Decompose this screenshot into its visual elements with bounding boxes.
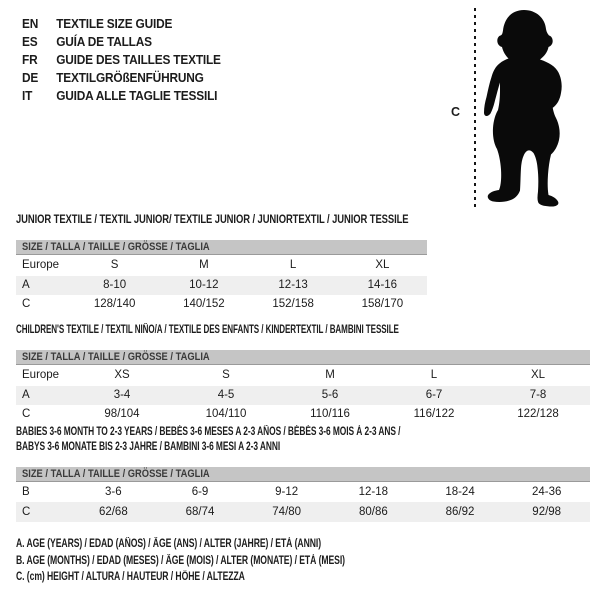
size-cell: 92/98 — [532, 506, 562, 518]
size-cell: 7-8 — [529, 389, 547, 401]
size-cell: 68/74 — [185, 506, 215, 518]
table-title-babies: BABIES 3-6 MONTH TO 2-3 YEARS / BEBÉS 3-… — [16, 425, 400, 455]
row-label: C — [22, 506, 31, 518]
table-title-line2: BABYS 3-6 MONATE BIS 2-3 JAHRE / BAMBINI… — [16, 441, 281, 453]
row-label: Europe — [22, 259, 60, 271]
size-table-row: C 128/140 140/152 152/158 158/170 — [16, 295, 427, 314]
size-cell: 10-12 — [189, 279, 219, 291]
size-cell: L — [430, 369, 438, 381]
language-code: EN — [22, 17, 39, 31]
language-row: ES GUÍA DE TALLAS — [22, 33, 221, 51]
row-label: C — [22, 298, 31, 310]
size-cell: 140/152 — [183, 298, 225, 310]
table-title-line1: BABIES 3-6 MONTH TO 2-3 YEARS / BEBÉS 3-… — [16, 426, 401, 438]
height-marker-label: C — [451, 105, 461, 119]
size-cell: 122/128 — [517, 408, 559, 420]
size-cell: 18-24 — [445, 486, 475, 498]
size-cell: 80/86 — [358, 506, 388, 518]
size-cell: 158/170 — [361, 298, 404, 310]
footnote-b: B. AGE (MONTHS) / EDAD (MESES) / ÂGE (MO… — [16, 554, 345, 567]
table-header-band: SIZE / TALLA / TAILLE / GRÖSSE / TAGLIA — [16, 240, 427, 255]
size-cell: 6-7 — [425, 389, 443, 401]
size-cell: 62/68 — [98, 506, 128, 518]
language-label: TEXTILGRÖßENFÜHRUNG — [56, 71, 204, 85]
footnote-a: A. AGE (YEARS) / EDAD (AÑOS) / ÂGE (ANS)… — [16, 538, 322, 550]
size-table-row: B 3-6 6-9 9-12 12-18 18-24 24-36 — [16, 482, 590, 502]
size-cell: 110/116 — [310, 408, 350, 420]
size-cell: 128/140 — [93, 298, 136, 310]
size-table-row: C 62/68 68/74 74/80 80/86 86/92 92/98 — [16, 502, 590, 522]
size-cell: 8-10 — [103, 279, 127, 291]
size-cell: 74/80 — [272, 506, 302, 518]
size-cell: L — [289, 259, 297, 271]
size-cell: M — [325, 369, 335, 381]
table-header-band-label: SIZE / TALLA / TAILLE / GRÖSSE / TAGLIA — [22, 241, 210, 253]
size-table-row: Europe S M L XL — [16, 255, 427, 276]
size-cell: 104/110 — [205, 408, 247, 420]
size-cell: 3-6 — [105, 486, 122, 498]
language-label: GUIDA ALLE TAGLIE TESSILI — [56, 89, 218, 103]
language-label: GUIDE DES TAILLES TEXTILE — [56, 53, 221, 67]
language-row: DE TEXTILGRÖßENFÜHRUNG — [22, 69, 221, 87]
language-row: EN TEXTILE SIZE GUIDE — [22, 15, 221, 33]
size-cell: 4-5 — [217, 389, 235, 401]
size-cell: XS — [114, 369, 130, 381]
size-cell: 9-12 — [275, 486, 299, 498]
size-table-children: SIZE / TALLA / TAILLE / GRÖSSE / TAGLIA … — [16, 350, 590, 424]
size-cell: 12-18 — [358, 486, 389, 498]
table-header-band: SIZE / TALLA / TAILLE / GRÖSSE / TAGLIA — [16, 350, 590, 365]
footnote-c: C. (cm) HEIGHT / ALTURA / HAUTEUR / HÖHE… — [16, 571, 245, 583]
size-cell: S — [110, 259, 119, 271]
table-title-junior: JUNIOR TEXTILE / TEXTIL JUNIOR/ TEXTILE … — [16, 214, 409, 226]
size-cell: XL — [375, 259, 390, 271]
toddler-silhouette-icon — [484, 10, 562, 207]
language-code: FR — [22, 53, 38, 67]
size-cell: XL — [530, 369, 546, 381]
size-cell: 5-6 — [321, 389, 339, 401]
size-table-row: C 98/104 104/110 110/116 116/122 122/128 — [16, 405, 590, 424]
language-code: IT — [22, 89, 33, 103]
height-marker-line — [474, 8, 476, 208]
language-row: IT GUIDA ALLE TAGLIE TESSILI — [22, 87, 221, 105]
table-title-children: CHILDREN'S TEXTILE / TEXTIL NIÑO/A / TEX… — [16, 324, 399, 336]
row-label: A — [22, 279, 30, 291]
size-cell: M — [199, 259, 209, 271]
language-code: DE — [22, 71, 39, 85]
size-cell: 86/92 — [445, 506, 475, 518]
row-label: C — [22, 408, 31, 420]
table-rows: Europe S M L XL A 8-10 10-12 12-13 14-16 C 128/140 1… — [16, 255, 427, 314]
row-label: A — [22, 389, 30, 401]
row-label: B — [22, 486, 30, 498]
language-list: EN TEXTILE SIZE GUIDE ES GUÍA DE TALLAS … — [22, 15, 231, 105]
size-table-junior: SIZE / TALLA / TAILLE / GRÖSSE / TAGLIA … — [16, 240, 427, 314]
size-cell: 116/122 — [413, 408, 455, 420]
size-table-row: A 3-4 4-5 5-6 6-7 7-8 — [16, 386, 590, 405]
size-cell: 98/104 — [104, 408, 140, 420]
size-cell: 14-16 — [367, 279, 398, 291]
size-table-row: A 8-10 10-12 12-13 14-16 — [16, 276, 427, 295]
language-row: FR GUIDE DES TAILLES TEXTILE — [22, 51, 221, 69]
language-label: TEXTILE SIZE GUIDE — [56, 17, 173, 31]
table-header-band-label: SIZE / TALLA / TAILLE / GRÖSSE / TAGLIA — [22, 351, 210, 363]
table-header-band-label: SIZE / TALLA / TAILLE / GRÖSSE / TAGLIA — [22, 468, 210, 480]
table-header-band: SIZE / TALLA / TAILLE / GRÖSSE / TAGLIA — [16, 467, 590, 482]
size-table-babies: SIZE / TALLA / TAILLE / GRÖSSE / TAGLIA … — [16, 467, 590, 522]
size-cell: 3-4 — [113, 389, 131, 401]
size-cell: 6-9 — [191, 486, 209, 498]
size-cell: 24-36 — [531, 486, 562, 498]
row-label: Europe — [22, 369, 60, 381]
table-rows: B 3-6 6-9 9-12 12-18 18-24 24-36 C 62/68 68/74 74/… — [16, 482, 590, 522]
footnote-list: A. AGE (YEARS) / EDAD (AÑOS) / ÂGE (ANS)… — [16, 536, 455, 586]
size-cell: 12-13 — [278, 279, 308, 291]
language-code: ES — [22, 35, 38, 49]
table-rows: Europe XS S M L XL A 3-4 4-5 5-6 6-7 7-8 C 98/104 104/… — [16, 365, 590, 424]
size-cell: S — [222, 369, 230, 381]
size-table-row: Europe XS S M L XL — [16, 365, 590, 386]
language-label: GUÍA DE TALLAS — [56, 35, 152, 49]
size-cell: 152/158 — [272, 298, 314, 310]
